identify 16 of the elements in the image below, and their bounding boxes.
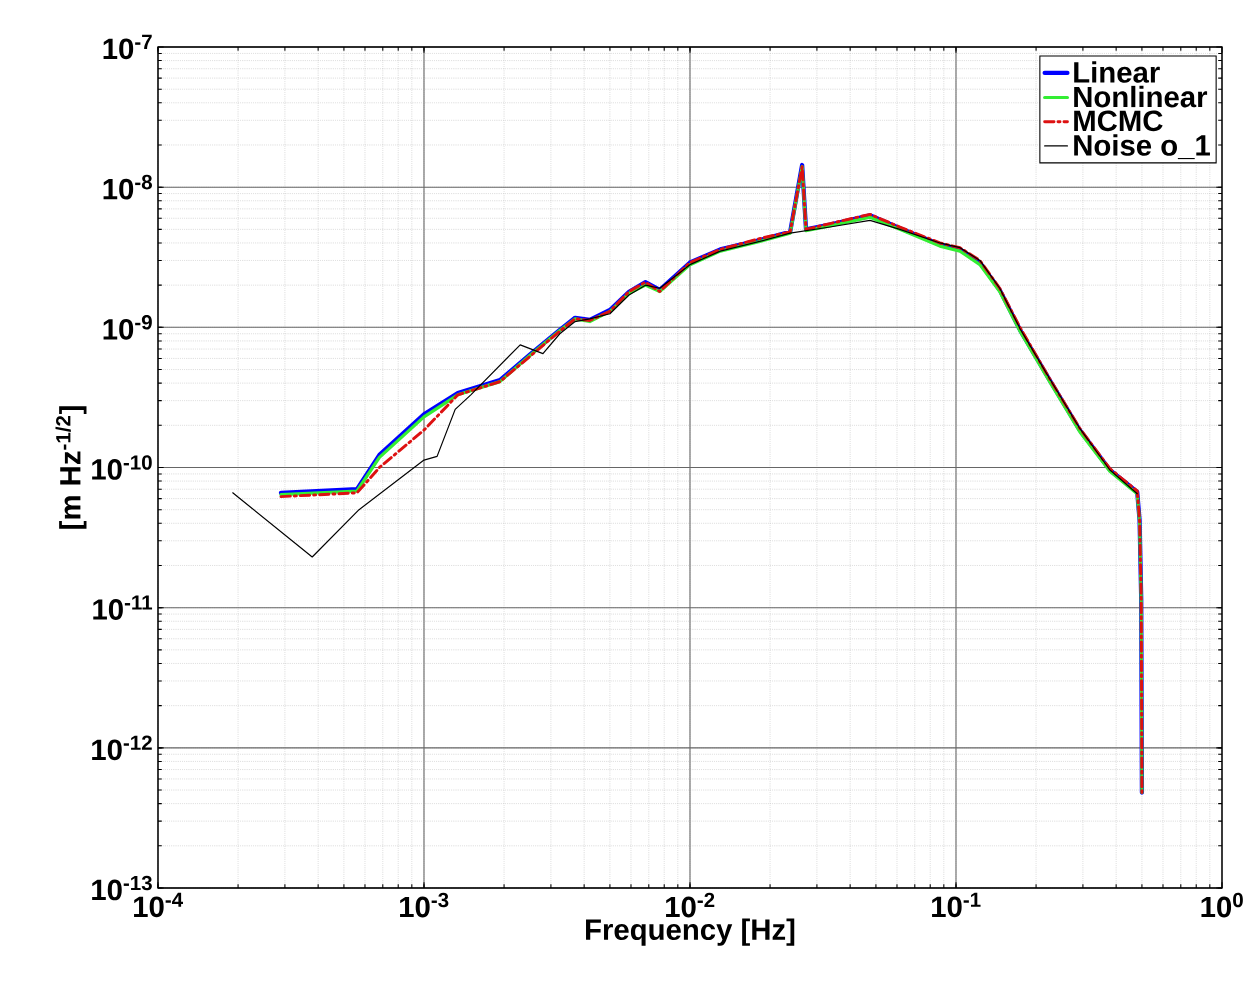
legend-label: MCMC — [1074, 110, 1163, 132]
legend-label: Noise o_1 — [1074, 134, 1210, 160]
x-axis-title: Frequency [Hz] — [586, 918, 795, 946]
x-tick-label: 10$^{-2}$ — [666, 892, 715, 918]
x-tick-label: 10$^{0}$ — [1201, 892, 1243, 918]
x-tick-label: 10$^{-3}$ — [400, 892, 449, 918]
x-tick-label: 10$^{-1}$ — [932, 892, 981, 918]
y-tick-label: 10$^{-9}$ — [103, 315, 152, 340]
y-tick-label: 10$^{-8}$ — [103, 174, 152, 200]
y-tick-label: 10$^{-7}$ — [103, 34, 152, 60]
y-tick-label: 10$^{-12}$ — [92, 735, 152, 761]
y-axis-title: [m Hz$^{-1/2}$] — [55, 406, 87, 529]
legend-label: Linear — [1074, 61, 1160, 83]
y-tick-label: 10$^{-10}$ — [92, 455, 152, 480]
legend-label: Nonlinear — [1074, 85, 1208, 108]
y-tick-label: 10$^{-11}$ — [93, 595, 153, 620]
